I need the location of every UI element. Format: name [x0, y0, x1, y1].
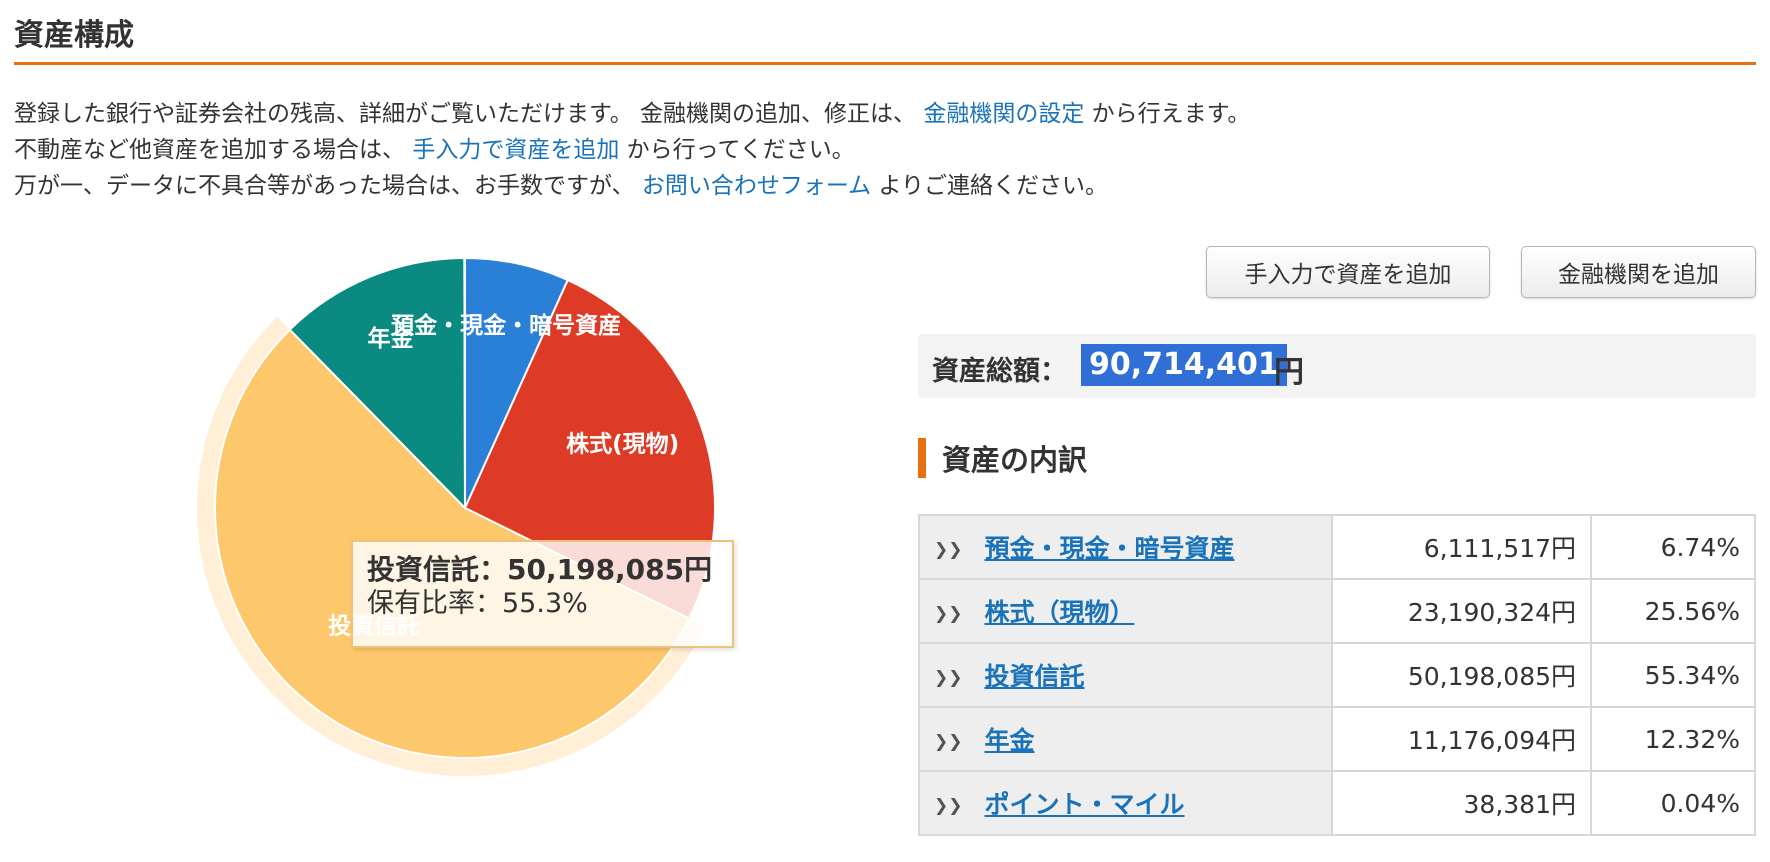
category-cell: ❯❯ 投資信託 [918, 642, 1333, 708]
table-row: ❯❯ ポイント・マイル 38,381円 0.04% [918, 770, 1756, 836]
pie-label-0: 預金・現金・暗号資産 [391, 312, 621, 339]
category-link-deposits[interactable]: 預金・現金・暗号資産 [984, 534, 1235, 563]
percent-cell: 12.32% [1590, 706, 1756, 772]
pie-label-1: 株式(現物) [566, 430, 679, 457]
heading-accent-bar [918, 438, 926, 478]
percent-cell: 55.34% [1590, 642, 1756, 708]
intro-text: 登録した銀行や証券会社の残高、詳細がご覧いただけます。 金融機関の追加、修正は、… [14, 96, 1250, 204]
chevron-down-icon[interactable]: ❯❯ [934, 732, 963, 752]
intro-line-1: 登録した銀行や証券会社の残高、詳細がご覧いただけます。 金融機関の追加、修正は、… [14, 96, 1250, 132]
percent-cell: 0.04% [1590, 770, 1756, 836]
pie-slice-3[interactable] [288, 256, 467, 511]
institution-settings-link[interactable]: 金融機関の設定 [923, 101, 1085, 127]
table-row: ❯❯ 投資信託 50,198,085円 55.34% [918, 642, 1756, 708]
chevron-down-icon[interactable]: ❯❯ [934, 668, 963, 688]
chart-tooltip: 投資信託：50,198,085円 保有比率：55.3% [351, 540, 734, 648]
pie-label-3: 年金 [368, 325, 415, 352]
amount-cell: 38,381円 [1331, 770, 1592, 836]
breakdown-table: ❯❯ 預金・現金・暗号資産 6,111,517円 6.74% ❯❯ 株式（現物）… [918, 514, 1756, 836]
percent-cell: 25.56% [1590, 578, 1756, 644]
intro-line-1-suffix: から行えます。 [1091, 101, 1251, 127]
breakdown-heading: 資産の内訳 [918, 438, 1087, 478]
title-divider [14, 62, 1756, 65]
intro-line-1-text: 登録した銀行や証券会社の残高、詳細がご覧いただけます。 金融機関の追加、修正は、 [14, 101, 917, 127]
category-link-funds[interactable]: 投資信託 [984, 662, 1085, 691]
manual-asset-add-button[interactable]: 手入力で資産を追加 [1206, 246, 1490, 298]
tooltip-amount: 投資信託：50,198,085円 [367, 553, 713, 586]
chevron-down-icon[interactable]: ❯❯ [934, 540, 963, 560]
category-link-points[interactable]: ポイント・マイル [984, 790, 1185, 819]
total-assets-label: 資産総額： [932, 356, 1067, 387]
intro-line-2-suffix: から行ってください。 [626, 137, 855, 163]
category-link-pension[interactable]: 年金 [984, 726, 1035, 755]
amount-cell: 11,176,094円 [1331, 706, 1592, 772]
percent-cell: 6.74% [1590, 514, 1756, 580]
total-assets-value: 90,714,401 [1081, 344, 1287, 386]
amount-cell: 23,190,324円 [1331, 578, 1592, 644]
pie-slice-0[interactable] [464, 256, 570, 509]
tooltip-ratio: 保有比率：55.3% [367, 588, 588, 619]
intro-line-2-text: 不動産など他資産を追加する場合は、 [14, 137, 405, 163]
category-cell: ❯❯ 年金 [918, 706, 1333, 772]
institution-add-button[interactable]: 金融機関を追加 [1521, 246, 1756, 298]
intro-line-3-suffix: よりご連絡ください。 [878, 173, 1109, 199]
total-assets-unit: 円 [1274, 355, 1304, 390]
chevron-down-icon[interactable]: ❯❯ [934, 604, 963, 624]
category-cell: ❯❯ 株式（現物） [918, 578, 1333, 644]
amount-cell: 50,198,085円 [1331, 642, 1592, 708]
page-title: 資産構成 [14, 18, 134, 53]
intro-line-2: 不動産など他資産を追加する場合は、 手入力で資産を追加 から行ってください。 [14, 132, 1250, 168]
intro-line-3: 万が一、データに不具合等があった場合は、お手数ですが、 お問い合わせフォーム よ… [14, 168, 1250, 204]
total-assets-box: 資産総額： 90,714,401 円 [918, 334, 1756, 398]
intro-line-3-text: 万が一、データに不具合等があった場合は、お手数ですが、 [14, 173, 635, 199]
table-row: ❯❯ 年金 11,176,094円 12.32% [918, 706, 1756, 772]
chevron-down-icon[interactable]: ❯❯ [934, 796, 963, 816]
pie-slice-4[interactable] [463, 256, 466, 509]
breakdown-heading-text: 資産の内訳 [942, 443, 1088, 477]
contact-form-link[interactable]: お問い合わせフォーム [641, 173, 872, 199]
amount-cell: 6,111,517円 [1331, 514, 1592, 580]
manual-asset-add-link[interactable]: 手入力で資産を追加 [412, 137, 620, 163]
table-row: ❯❯ 株式（現物） 23,190,324円 25.56% [918, 578, 1756, 644]
table-row: ❯❯ 預金・現金・暗号資産 6,111,517円 6.74% [918, 514, 1756, 580]
category-cell: ❯❯ ポイント・マイル [918, 770, 1333, 836]
category-link-stocks[interactable]: 株式（現物） [984, 598, 1135, 627]
category-cell: ❯❯ 預金・現金・暗号資産 [918, 514, 1333, 580]
